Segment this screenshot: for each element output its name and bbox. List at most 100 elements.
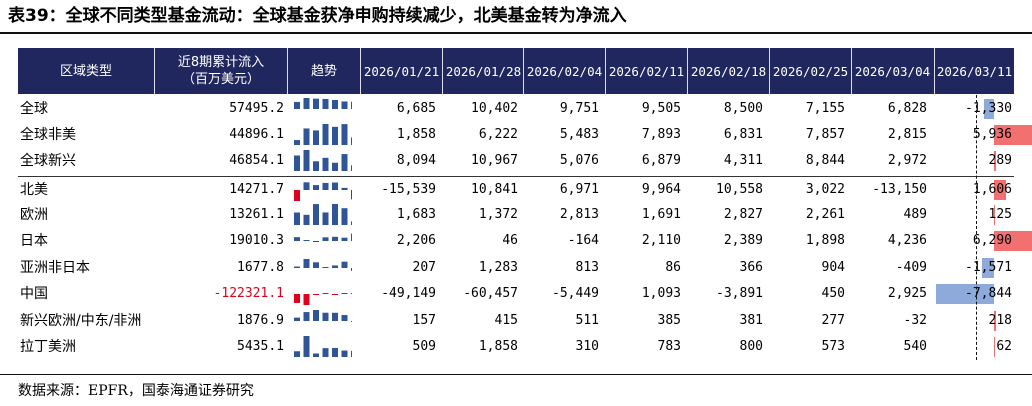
table-title: 表39：全球不同类型基金流动：全球基金获净申购持续减少，北美基金转为净流入 (8, 6, 627, 26)
period-value: -3,891 (716, 286, 763, 301)
sparkline-bar (313, 185, 319, 190)
period-value: -164 (567, 233, 599, 248)
sparkline-bar (322, 157, 329, 171)
period-value: 157 (412, 313, 436, 328)
sparkline-bar (294, 294, 300, 303)
latest-period-databar (994, 311, 996, 331)
sparkline-bar (294, 212, 300, 225)
header-date: 2026/01/21 (363, 63, 440, 79)
sparkline-bar (322, 182, 329, 190)
latest-period-cell: 62 (935, 335, 1014, 359)
sparkline-bar (303, 294, 310, 305)
table-row: 欧洲 13261.1 1,683 1,372 2,813 1,691 2,827 2,261 4… (18, 203, 1014, 227)
period-value: 385 (657, 313, 681, 328)
sparkline-bar (332, 265, 338, 268)
period-value: 6,971 (559, 182, 599, 197)
latest-period-databar (994, 125, 1032, 145)
period-value: 86 (665, 260, 681, 275)
sparkline-bar (341, 208, 348, 225)
sparkline-bar (322, 312, 329, 321)
sparkline-bar (303, 150, 310, 171)
period-value: 4,236 (887, 233, 927, 248)
period-value: 1,283 (478, 260, 518, 275)
sparkline-bar (351, 221, 352, 225)
period-value: 4,311 (723, 153, 763, 168)
latest-period-databar (936, 284, 994, 304)
period-value: 6,685 (396, 101, 436, 116)
sparkline-bar (303, 128, 310, 145)
period-value: -60,457 (463, 286, 518, 301)
header-trend: 趋势 (310, 63, 337, 79)
period-value: 2,972 (887, 153, 927, 168)
sparkline-bar (313, 204, 319, 225)
latest-period-databar (984, 99, 994, 119)
cumulative-inflow: 14271.7 (229, 182, 284, 197)
cumulative-inflow: 5435.1 (237, 339, 284, 354)
table-row: 全球非美 44896.1 1,858 6,222 5,483 7,893 6,831 7,85… (18, 123, 1032, 147)
region-label: 日本 (20, 233, 48, 249)
sparkline-bar (341, 315, 348, 321)
sparkline-bar (313, 241, 319, 242)
table-header: 区域类型 近8期累计流入 （百万美元） 趋势 2026/01/21 2026/01… (18, 48, 1014, 94)
period-value: 310 (575, 339, 599, 354)
sparkline-bar (313, 353, 319, 357)
header-cumulative-line1: 近8期累计流入 (177, 55, 265, 70)
latest-period-value: 62 (996, 339, 1012, 354)
header-cumulative-line2: （百万美元） (181, 72, 260, 87)
region-label: 新兴欧洲/中东/非洲 (20, 313, 142, 329)
period-value: 3,022 (805, 182, 845, 197)
latest-period-cell: -7,844 (935, 282, 1014, 306)
sparkline-bar (332, 204, 338, 225)
period-value: -15,539 (381, 182, 436, 197)
sparkline-bar (341, 261, 348, 268)
trend-sparkline (294, 98, 352, 109)
sparkline-bar (313, 310, 319, 321)
sparkline-bar (322, 267, 329, 268)
region-label: 欧洲 (20, 207, 48, 223)
latest-period-databar (994, 231, 1032, 251)
period-value: 573 (821, 339, 845, 354)
period-value: 6,831 (723, 127, 763, 142)
sparkline-bar (341, 124, 348, 145)
period-value: -5,449 (552, 286, 599, 301)
latest-period-cell: 6,290 (935, 229, 1032, 253)
period-value: 1,691 (641, 207, 681, 222)
period-value: 381 (739, 313, 763, 328)
source-note: 数据来源：EPFR，国泰海通证券研究 (18, 383, 254, 399)
region-label: 全球 (20, 101, 48, 117)
trend-sparkline (294, 259, 352, 271)
period-value: 10,558 (716, 182, 763, 197)
sparkline-bar (332, 100, 338, 109)
sparkline-bar (351, 268, 352, 271)
sparkline-bar (294, 140, 300, 145)
period-value: 6,828 (887, 101, 927, 116)
header-date: 2026/01/28 (445, 63, 522, 79)
sparkline-bar (351, 137, 352, 145)
header-date: 2026/02/25 (772, 63, 849, 79)
period-value: 6,222 (478, 127, 518, 142)
sparkline-bar (332, 182, 338, 190)
header-divider (605, 48, 606, 94)
sparkline-bar (351, 165, 352, 171)
period-value: 1,093 (641, 286, 681, 301)
sparkline-bar (294, 351, 300, 357)
sparkline-bar (322, 293, 329, 294)
sparkline-bar (303, 240, 310, 241)
sparkline-bar (322, 237, 329, 241)
table-row: 新兴欧洲/中东/非洲 1876.9 157 415 511 385 381 277 -32 218 (18, 309, 1014, 333)
period-value: 207 (412, 260, 436, 275)
period-value: 2,389 (723, 233, 763, 248)
latest-period-cell: 5,936 (935, 123, 1032, 147)
sparkline-bar (294, 190, 300, 201)
header-divider (442, 48, 443, 94)
sparkline-bar (313, 294, 319, 295)
group-divider (18, 176, 1014, 177)
period-value: 5,483 (559, 127, 599, 142)
period-value: 366 (739, 260, 763, 275)
header-divider (287, 48, 288, 94)
period-value: 2,261 (805, 207, 845, 222)
latest-period-value: 218 (988, 313, 1012, 328)
sparkline-bar (313, 98, 319, 109)
sparkline-bar (332, 294, 338, 295)
header-date: 2026/02/11 (608, 63, 685, 79)
